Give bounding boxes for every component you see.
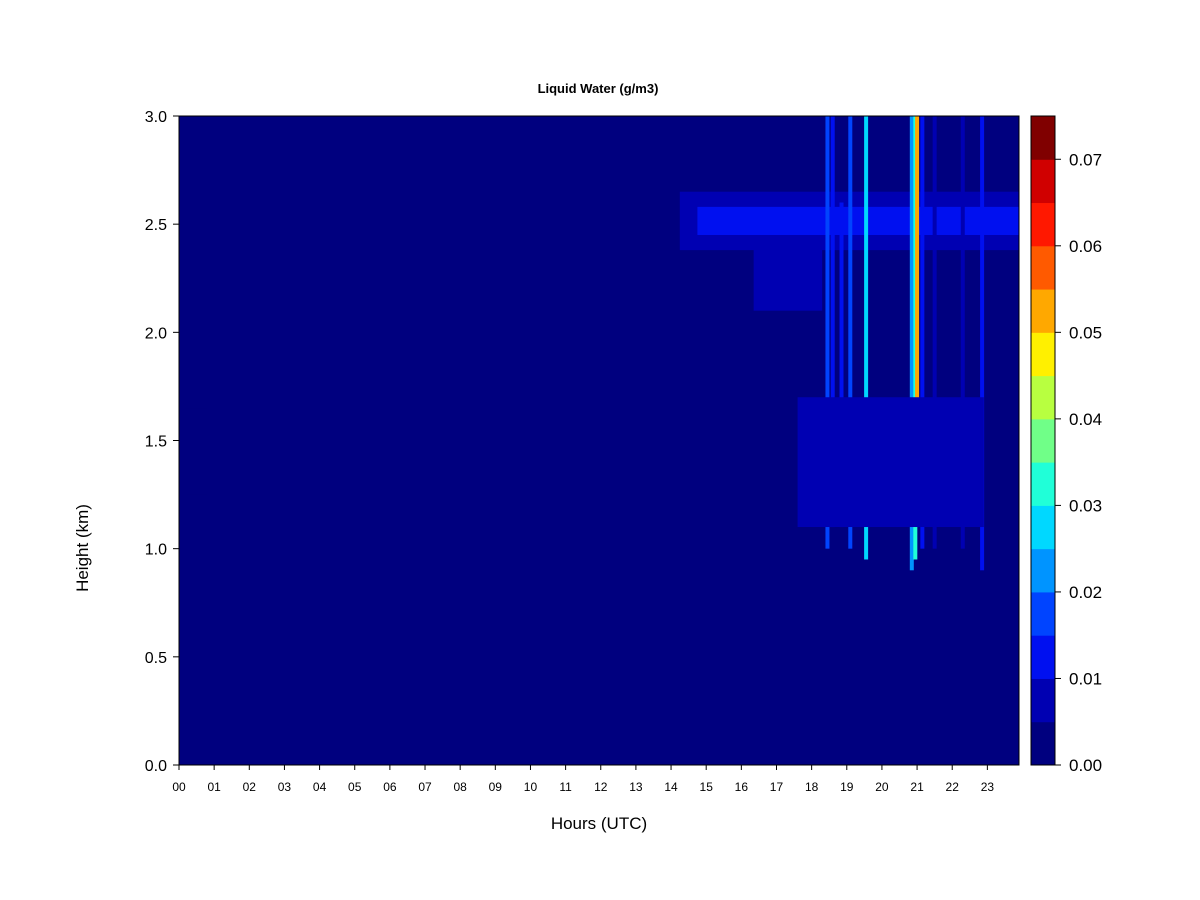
x-tick-label: 17 bbox=[770, 780, 784, 794]
x-tick-label: 08 bbox=[453, 780, 467, 794]
colorbar-segment bbox=[1031, 721, 1055, 766]
heatmap-column-9 bbox=[915, 116, 920, 419]
colorbar-segment bbox=[1031, 202, 1055, 247]
heatmap-column-5 bbox=[848, 116, 853, 549]
chart-title: Liquid Water (g/m3) bbox=[538, 81, 659, 96]
x-tick-label: 01 bbox=[207, 780, 221, 794]
colorbar-tick-label: 0.07 bbox=[1069, 150, 1102, 169]
colorbar-tick-label: 0.04 bbox=[1069, 410, 1102, 429]
colorbar bbox=[1030, 115, 1056, 766]
colorbar-segment bbox=[1031, 462, 1055, 506]
colorbar-segment bbox=[1031, 116, 1055, 160]
x-tick-label: 03 bbox=[278, 780, 292, 794]
y-tick-label: 2.5 bbox=[145, 217, 167, 234]
y-axis: 0.0 0.5 1.0 1.5 2.0 2.5 3.0 bbox=[145, 109, 179, 775]
heatmap-column-3 bbox=[830, 116, 835, 528]
y-tick-label: 0.5 bbox=[145, 650, 167, 667]
heatmap-column-11 bbox=[932, 116, 937, 549]
y-axis-label: Height (km) bbox=[73, 504, 92, 592]
x-tick-label: 10 bbox=[524, 780, 538, 794]
colorbar-tick-label: 0.00 bbox=[1069, 756, 1102, 775]
colorbar-segment bbox=[1031, 159, 1055, 204]
colorbar-frame bbox=[1030, 115, 1056, 766]
y-tick-label: 1.0 bbox=[145, 542, 167, 559]
y-tick-label: 2.0 bbox=[145, 325, 167, 342]
y-tick-label: 3.0 bbox=[145, 109, 167, 126]
heatmap-column-2 bbox=[825, 116, 830, 549]
x-tick-label: 19 bbox=[840, 780, 854, 794]
x-tick-label: 15 bbox=[700, 780, 714, 794]
x-tick-label: 07 bbox=[418, 780, 432, 794]
colorbar-segment bbox=[1031, 332, 1055, 377]
x-tick-label: 11 bbox=[559, 780, 572, 794]
x-tick-label: 04 bbox=[313, 780, 327, 794]
colorbar-tick-label: 0.05 bbox=[1069, 323, 1102, 342]
y-tick-label: 1.5 bbox=[145, 434, 167, 451]
colorbar-segment bbox=[1031, 375, 1055, 420]
x-tick-label: 14 bbox=[664, 780, 678, 794]
x-tick-label: 05 bbox=[348, 780, 362, 794]
colorbar-segment bbox=[1031, 289, 1055, 333]
colorbar-ticks: 0.00 0.01 0.02 0.03 0.04 0.05 0.06 0.07 bbox=[1055, 150, 1102, 775]
colorbar-segment bbox=[1031, 418, 1055, 463]
x-tick-label: 13 bbox=[629, 780, 643, 794]
colorbar-tick-label: 0.03 bbox=[1069, 496, 1102, 515]
x-tick-label: 16 bbox=[735, 780, 749, 794]
colorbar-segment bbox=[1031, 591, 1055, 636]
x-axis: 00 01 02 03 04 05 06 07 08 09 10 11 12 13 14 15 16 17 18 19… bbox=[172, 765, 994, 794]
heatmap-layer-1 bbox=[697, 206, 1019, 235]
colorbar-tick-label: 0.01 bbox=[1069, 669, 1102, 688]
colorbar-segment bbox=[1031, 635, 1055, 679]
x-tick-label: 18 bbox=[805, 780, 819, 794]
heatmap-column-7 bbox=[909, 116, 914, 571]
x-tick-label: 12 bbox=[594, 780, 608, 794]
heatmap-column-13 bbox=[980, 116, 985, 571]
x-tick-label: 06 bbox=[383, 780, 397, 794]
x-axis-label: Hours (UTC) bbox=[551, 814, 647, 833]
x-tick-label: 20 bbox=[875, 780, 889, 794]
heatmap-patch-19 bbox=[753, 245, 823, 311]
colorbar-tick-label: 0.06 bbox=[1069, 237, 1102, 256]
x-tick-label: 00 bbox=[172, 780, 186, 794]
heatmap-column-10 bbox=[920, 116, 925, 549]
colorbar-segment bbox=[1031, 505, 1055, 550]
colorbar-tick-label: 0.02 bbox=[1069, 583, 1102, 602]
x-tick-label: 22 bbox=[946, 780, 960, 794]
colorbar-segment bbox=[1031, 245, 1055, 290]
y-tick-label: 0.0 bbox=[145, 758, 167, 775]
colorbar-segment bbox=[1031, 678, 1055, 723]
x-tick-label: 02 bbox=[243, 780, 257, 794]
heatmap-column-6 bbox=[864, 116, 869, 560]
x-tick-label: 23 bbox=[981, 780, 995, 794]
heatmap-column-4 bbox=[839, 202, 844, 528]
heatmap-patch-18 bbox=[797, 397, 984, 528]
heatmap-column-12 bbox=[960, 116, 965, 549]
plot-area bbox=[179, 116, 1019, 765]
x-tick-label: 21 bbox=[910, 780, 924, 794]
x-tick-label: 09 bbox=[489, 780, 503, 794]
colorbar-segment bbox=[1031, 548, 1055, 593]
heatmap-patch-20 bbox=[186, 408, 208, 495]
